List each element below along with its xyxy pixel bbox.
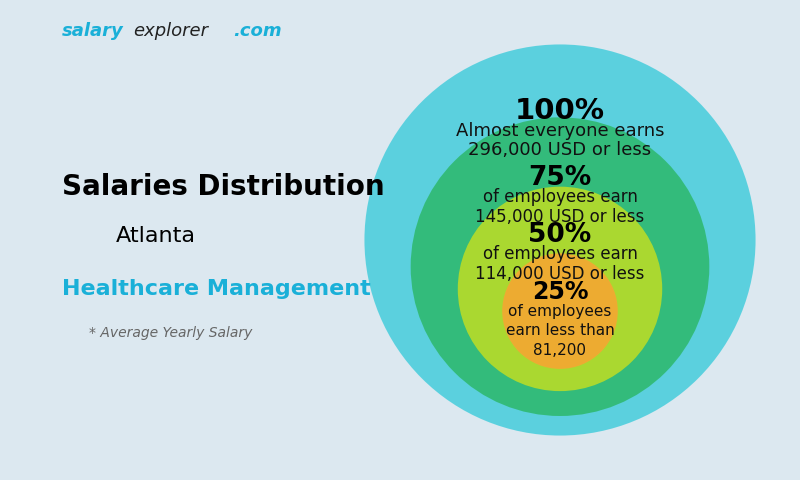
Text: explorer: explorer	[134, 22, 208, 40]
Text: 114,000 USD or less: 114,000 USD or less	[475, 265, 645, 283]
Text: of employees: of employees	[508, 304, 612, 319]
Text: Healthcare Management: Healthcare Management	[62, 279, 371, 299]
Circle shape	[458, 187, 662, 391]
Text: Salaries Distribution: Salaries Distribution	[62, 173, 385, 201]
Text: 100%: 100%	[515, 97, 605, 125]
Text: Atlanta: Atlanta	[115, 226, 195, 246]
Circle shape	[502, 253, 618, 369]
Text: 25%: 25%	[532, 279, 588, 303]
Text: .com: .com	[233, 22, 282, 40]
Text: 81,200: 81,200	[534, 343, 586, 358]
Text: of employees earn: of employees earn	[482, 245, 638, 263]
Text: salary: salary	[62, 22, 124, 40]
Circle shape	[365, 45, 755, 435]
Text: 145,000 USD or less: 145,000 USD or less	[475, 208, 645, 226]
Text: * Average Yearly Salary: * Average Yearly Salary	[89, 326, 252, 340]
Text: of employees earn: of employees earn	[482, 188, 638, 206]
Text: 50%: 50%	[528, 222, 592, 248]
Text: 75%: 75%	[528, 165, 592, 191]
Text: Almost everyone earns: Almost everyone earns	[456, 121, 664, 140]
Text: earn less than: earn less than	[506, 323, 614, 338]
Text: 296,000 USD or less: 296,000 USD or less	[469, 141, 651, 159]
Circle shape	[410, 117, 710, 416]
